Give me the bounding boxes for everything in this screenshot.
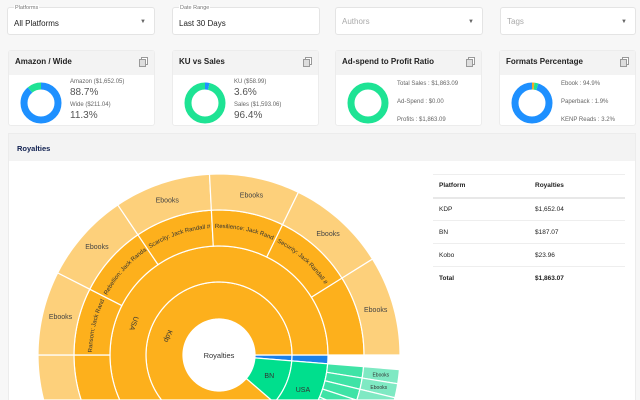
format-label: Ebooks xyxy=(370,385,387,391)
donut-segment xyxy=(184,82,226,124)
royalties-cell: $1,652.04 xyxy=(529,197,625,221)
donut-chart xyxy=(347,82,389,124)
center-label: Royalties xyxy=(204,351,235,360)
donut-chart xyxy=(20,82,62,124)
date-range-value: Last 30 Days xyxy=(179,19,226,28)
platforms-label: Platforms xyxy=(14,5,40,11)
ebook-percent: Ebook : 94.9% xyxy=(561,81,601,87)
formats-card: Formats Percentage Ebook : 94.9% Paperba… xyxy=(499,50,636,126)
sunburst-segment[interactable] xyxy=(356,388,396,400)
amazon-label: Amazon ($1,652.05) xyxy=(70,79,125,85)
sales-percent: 96.4% xyxy=(234,110,263,122)
total-label: Total xyxy=(433,266,529,290)
royalties-cell: $187.07 xyxy=(529,220,625,244)
format-label: Ebooks xyxy=(240,192,264,199)
card-title: Formats Percentage xyxy=(506,57,583,66)
format-label: Ebooks xyxy=(364,307,388,314)
tags-placeholder: Tags xyxy=(507,17,524,26)
kenp-percent: KENP Reads : 3.2% xyxy=(561,117,615,124)
ad-spend: Ad-Spend : $0.00 xyxy=(397,99,444,106)
date-range-select[interactable]: Date Range Last 30 Days xyxy=(172,5,320,35)
sunburst-center xyxy=(183,319,255,391)
wide-label: Wide ($211.04) xyxy=(70,102,111,109)
total-value: $1,863.07 xyxy=(529,266,625,290)
table-row: KDP $1,652.04 xyxy=(433,197,625,221)
donut-segment xyxy=(347,82,389,124)
platform-cell: KDP xyxy=(433,197,529,221)
panel-title: Royalties xyxy=(9,134,635,161)
format-label: Ebooks xyxy=(316,231,340,238)
paperback-percent: Paperback : 1.9% xyxy=(561,99,609,106)
col-platform: Platform xyxy=(433,174,529,199)
segment-label: Kdp xyxy=(162,329,173,343)
segment-label: USA xyxy=(296,387,311,394)
amazon-wide-card: Amazon / Wide Amazon ($1,652.05) 88.7% W… xyxy=(8,50,155,126)
donut-chart xyxy=(511,82,553,124)
tags-select[interactable]: Tags ▼ xyxy=(500,7,636,35)
segment-label: BN xyxy=(264,373,274,380)
ku-vs-sales-card: KU vs Sales KU ($58.99) 3.6% Sales ($1,5… xyxy=(172,50,319,126)
col-royalties: Royalties xyxy=(529,174,625,199)
ku-label: KU ($58.99) xyxy=(234,79,267,85)
card-title: Amazon / Wide xyxy=(15,57,72,66)
sunburst-segment[interactable] xyxy=(317,396,327,400)
royalties-panel: Royalties BN USA Ebooks Ebooks Kdp USA Ransom:… xyxy=(8,133,636,400)
card-title: Ad-spend to Profit Ratio xyxy=(342,57,434,66)
royalties-cell: $23.96 xyxy=(529,243,625,267)
amazon-percent: 88.7% xyxy=(70,87,99,99)
chevron-down-icon: ▼ xyxy=(621,19,627,25)
donut-segment xyxy=(20,82,62,124)
copy-icon[interactable] xyxy=(303,57,312,67)
copy-icon[interactable] xyxy=(620,57,629,67)
authors-placeholder: Authors xyxy=(342,17,370,26)
chevron-down-icon: ▼ xyxy=(468,19,474,25)
wide-percent: 11.3% xyxy=(70,110,98,122)
platform-cell: Kobo xyxy=(433,243,529,267)
donut-segment xyxy=(511,82,553,124)
segment-label: USA xyxy=(127,315,139,331)
platforms-value: All Platforms xyxy=(14,19,59,28)
platforms-select[interactable]: Platforms All Platforms ▼ xyxy=(7,5,155,35)
copy-icon[interactable] xyxy=(139,57,148,67)
format-label: Ebooks xyxy=(156,197,180,204)
donut-segment xyxy=(20,82,62,124)
sales-label: Sales ($1,593.06) xyxy=(234,102,282,109)
date-range-label: Date Range xyxy=(179,5,211,11)
ku-percent: 3.6% xyxy=(234,87,257,99)
sunburst-segment[interactable] xyxy=(341,258,401,356)
table-row: Kobo $23.96 xyxy=(433,243,625,267)
ad-spend-card: Ad-spend to Profit Ratio Total Sales : $… xyxy=(335,50,482,126)
table-row: BN $187.07 xyxy=(433,220,625,244)
format-label: Ebooks xyxy=(372,373,389,379)
total-row: Total $1,863.07 xyxy=(433,266,625,290)
sunburst-segment[interactable] xyxy=(37,354,82,400)
card-title: KU vs Sales xyxy=(179,57,225,66)
chevron-down-icon: ▼ xyxy=(140,19,146,25)
copy-icon[interactable] xyxy=(466,57,475,67)
format-label: Ebooks xyxy=(49,314,73,321)
donut-chart xyxy=(184,82,226,124)
total-sales: Total Sales : $1,863.09 xyxy=(397,81,459,87)
profits: Profits : $1,863.09 xyxy=(397,117,446,124)
format-label: Ebooks xyxy=(85,244,109,251)
platform-cell: BN xyxy=(433,220,529,244)
royalties-table: Platform Royalties KDP $1,652.04 BN $187.07… xyxy=(433,174,625,290)
authors-select[interactable]: Authors ▼ xyxy=(335,7,483,35)
